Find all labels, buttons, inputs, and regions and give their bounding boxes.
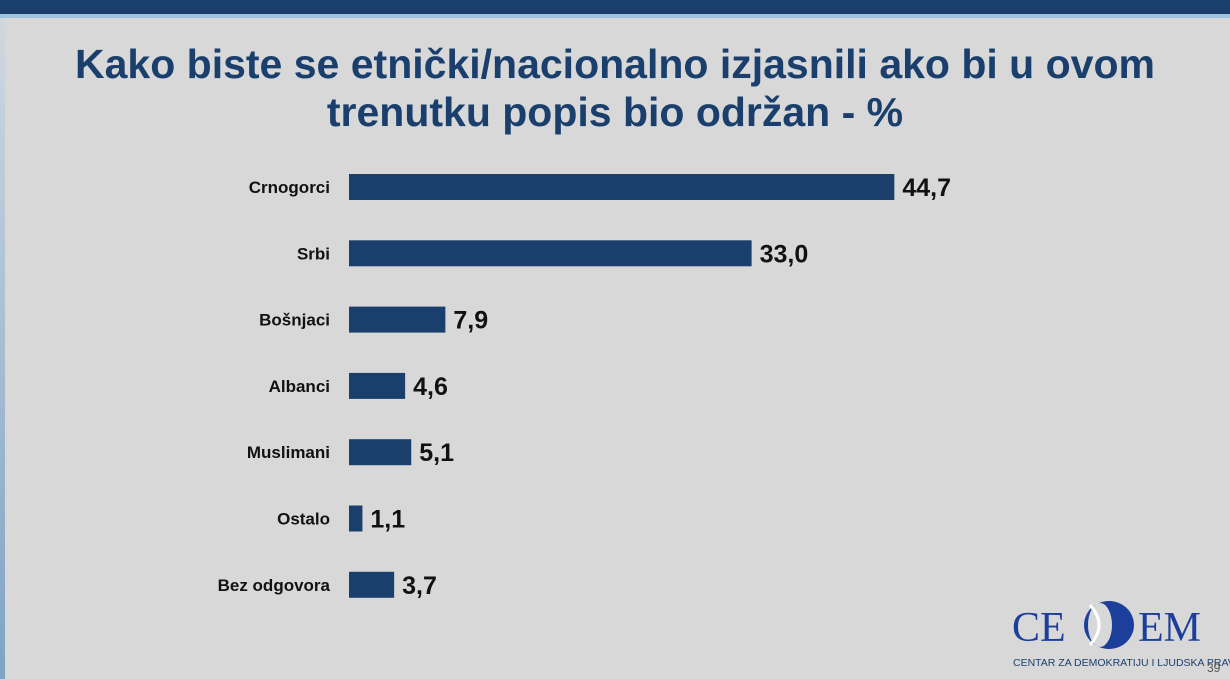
chart-title-line-2: trenutku popis bio održan - % [326, 89, 904, 135]
category-label: Bošnjaci [259, 311, 330, 330]
value-label: 44,7 [902, 174, 951, 202]
value-label: 3,7 [402, 572, 437, 600]
bar [349, 306, 446, 333]
bar [349, 372, 406, 399]
header-rule [0, 14, 1230, 18]
category-label: Ostalo [277, 510, 330, 529]
bar [349, 174, 895, 200]
logo-emblem-icon [1084, 601, 1134, 649]
page-number: 39 [1207, 661, 1221, 675]
header-band [0, 0, 1230, 14]
chart-title-line-1: Kako biste se etnički/nacionalno izjasni… [75, 41, 1155, 87]
value-label: 5,1 [419, 439, 454, 467]
bar [349, 571, 395, 598]
cedem-logo: CE EM CENTAR ZA DEMOKRATIJU I LJUDSKA PR… [1012, 601, 1230, 669]
bar [349, 240, 752, 267]
logo-text-right: EM [1138, 605, 1201, 651]
category-label: Muslimani [247, 443, 330, 462]
value-label: 7,9 [453, 307, 488, 335]
bar [349, 505, 363, 532]
chart-title: Kako biste se etnički/nacionalno izjasni… [20, 40, 1210, 136]
bar [349, 439, 412, 466]
category-label: Bez odgovora [218, 576, 331, 595]
logo-text-left: CE [1012, 605, 1066, 651]
value-label: 1,1 [370, 506, 405, 534]
bar-group: Crnogorci 44,7 Srbi 33,0 Bošnjaci 7,9 Albanci 4… [218, 174, 951, 600]
category-label: Crnogorci [249, 178, 330, 197]
category-label: Srbi [297, 244, 330, 263]
left-edge-decoration [0, 18, 5, 679]
logo-subtitle: CENTAR ZA DEMOKRATIJU I LJUDSKA PRAVA [1013, 657, 1230, 669]
category-label: Albanci [269, 377, 330, 396]
value-label: 33,0 [760, 240, 809, 268]
value-label: 4,6 [413, 373, 448, 401]
